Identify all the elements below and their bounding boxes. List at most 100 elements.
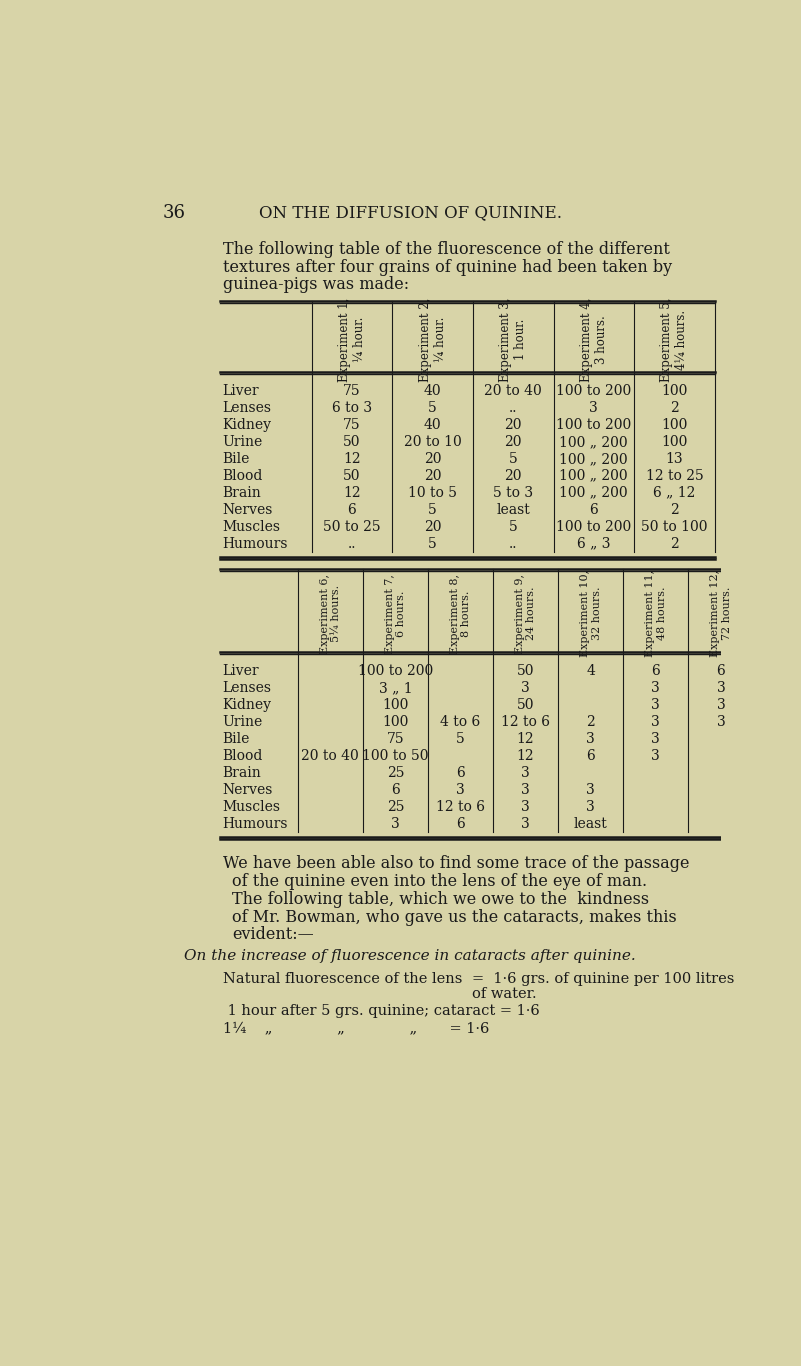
Text: ..: .. bbox=[348, 537, 356, 550]
Text: 100: 100 bbox=[661, 384, 687, 398]
Text: textures after four grains of quinine had been taken by: textures after four grains of quinine ha… bbox=[223, 258, 672, 276]
Text: 12: 12 bbox=[517, 749, 534, 764]
Text: 50: 50 bbox=[517, 698, 534, 712]
Text: Brain: Brain bbox=[223, 766, 261, 780]
Text: 6 „ 12: 6 „ 12 bbox=[653, 486, 695, 500]
Text: 6: 6 bbox=[586, 749, 595, 764]
Text: Nerves: Nerves bbox=[223, 503, 273, 516]
Text: =  1·6 grs. of quinine per 100 litres: = 1·6 grs. of quinine per 100 litres bbox=[472, 971, 735, 986]
Text: 3 „ 1: 3 „ 1 bbox=[379, 682, 413, 695]
Text: Humours: Humours bbox=[223, 817, 288, 831]
Text: 100 „ 200: 100 „ 200 bbox=[559, 434, 628, 449]
Text: 3: 3 bbox=[586, 732, 595, 746]
Text: of Mr. Bowman, who gave us the cataracts, makes this: of Mr. Bowman, who gave us the cataracts… bbox=[231, 908, 677, 926]
Text: 5: 5 bbox=[429, 503, 437, 516]
Text: 25: 25 bbox=[387, 766, 405, 780]
Text: Experiment 6,
5¼ hours.: Experiment 6, 5¼ hours. bbox=[320, 574, 341, 653]
Text: 100 „ 200: 100 „ 200 bbox=[559, 469, 628, 482]
Text: Experiment 4,
3 hours.: Experiment 4, 3 hours. bbox=[580, 298, 608, 381]
Text: 50: 50 bbox=[517, 664, 534, 679]
Text: Kidney: Kidney bbox=[223, 698, 272, 712]
Text: 1¼    „              „              „       = 1·6: 1¼ „ „ „ = 1·6 bbox=[223, 1020, 489, 1035]
Text: 2: 2 bbox=[586, 716, 595, 729]
Text: 5: 5 bbox=[429, 537, 437, 550]
Text: 50 to 100: 50 to 100 bbox=[641, 519, 707, 534]
Text: 100: 100 bbox=[382, 698, 409, 712]
Text: Humours: Humours bbox=[223, 537, 288, 550]
Text: Experiment 10,
32 hours.: Experiment 10, 32 hours. bbox=[580, 570, 602, 657]
Text: 36: 36 bbox=[162, 204, 185, 221]
Text: 3: 3 bbox=[521, 783, 530, 796]
Text: ..: .. bbox=[509, 537, 517, 550]
Text: Experiment 11,
48 hours.: Experiment 11, 48 hours. bbox=[645, 570, 666, 657]
Text: 4: 4 bbox=[586, 664, 595, 679]
Text: 40: 40 bbox=[424, 418, 441, 432]
Text: least: least bbox=[497, 503, 530, 516]
Text: 100: 100 bbox=[661, 418, 687, 432]
Text: guinea-pigs was made:: guinea-pigs was made: bbox=[223, 276, 409, 294]
Text: 100 „ 200: 100 „ 200 bbox=[559, 452, 628, 466]
Text: 3: 3 bbox=[651, 749, 660, 764]
Text: 6: 6 bbox=[590, 503, 598, 516]
Text: of the quinine even into the lens of the eye of man.: of the quinine even into the lens of the… bbox=[231, 873, 647, 891]
Text: 6: 6 bbox=[651, 664, 660, 679]
Text: 3: 3 bbox=[456, 783, 465, 796]
Text: Blood: Blood bbox=[223, 749, 263, 764]
Text: Kidney: Kidney bbox=[223, 418, 272, 432]
Text: 20 to 10: 20 to 10 bbox=[404, 434, 461, 449]
Text: 5: 5 bbox=[509, 519, 517, 534]
Text: 3: 3 bbox=[391, 817, 400, 831]
Text: 3: 3 bbox=[521, 682, 530, 695]
Text: Experiment 3,
1 hour.: Experiment 3, 1 hour. bbox=[499, 298, 527, 381]
Text: Brain: Brain bbox=[223, 486, 261, 500]
Text: 3: 3 bbox=[586, 800, 595, 814]
Text: 100: 100 bbox=[661, 434, 687, 449]
Text: Experiment 9,
24 hours.: Experiment 9, 24 hours. bbox=[515, 574, 537, 653]
Text: 100 to 200: 100 to 200 bbox=[556, 418, 631, 432]
Text: Urine: Urine bbox=[223, 434, 263, 449]
Text: 3: 3 bbox=[651, 682, 660, 695]
Text: 3: 3 bbox=[521, 800, 530, 814]
Text: 12: 12 bbox=[343, 452, 360, 466]
Text: Experiment 5,
4¼ hours.: Experiment 5, 4¼ hours. bbox=[660, 298, 688, 381]
Text: 2: 2 bbox=[670, 402, 678, 415]
Text: 6: 6 bbox=[348, 503, 356, 516]
Text: 2: 2 bbox=[670, 503, 678, 516]
Text: On the increase of fluorescence in cataracts after quinine.: On the increase of fluorescence in catar… bbox=[184, 948, 636, 963]
Text: 100 to 50: 100 to 50 bbox=[362, 749, 429, 764]
Text: Bile: Bile bbox=[223, 732, 250, 746]
Text: Muscles: Muscles bbox=[223, 519, 280, 534]
Text: 5: 5 bbox=[429, 402, 437, 415]
Text: Lenses: Lenses bbox=[223, 682, 272, 695]
Text: The following table, which we owe to the  kindness: The following table, which we owe to the… bbox=[231, 891, 649, 908]
Text: 6: 6 bbox=[456, 817, 465, 831]
Text: 10 to 5: 10 to 5 bbox=[408, 486, 457, 500]
Text: evident:—: evident:— bbox=[231, 926, 314, 943]
Text: Urine: Urine bbox=[223, 716, 263, 729]
Text: 100: 100 bbox=[382, 716, 409, 729]
Text: Experiment 7,
6 hours.: Experiment 7, 6 hours. bbox=[384, 574, 406, 653]
Text: 25: 25 bbox=[387, 800, 405, 814]
Text: least: least bbox=[574, 817, 608, 831]
Text: 3: 3 bbox=[651, 698, 660, 712]
Text: 12: 12 bbox=[343, 486, 360, 500]
Text: 75: 75 bbox=[343, 384, 360, 398]
Text: Natural fluorescence of the lens: Natural fluorescence of the lens bbox=[223, 971, 462, 986]
Text: Lenses: Lenses bbox=[223, 402, 272, 415]
Text: 2: 2 bbox=[670, 537, 678, 550]
Text: Liver: Liver bbox=[223, 384, 260, 398]
Text: ..: .. bbox=[509, 402, 517, 415]
Text: Liver: Liver bbox=[223, 664, 260, 679]
Text: 5: 5 bbox=[456, 732, 465, 746]
Text: 20: 20 bbox=[505, 418, 522, 432]
Text: 12: 12 bbox=[517, 732, 534, 746]
Text: 6 „ 3: 6 „ 3 bbox=[577, 537, 610, 550]
Text: 20 to 40: 20 to 40 bbox=[485, 384, 542, 398]
Text: 3: 3 bbox=[651, 732, 660, 746]
Text: 100 to 200: 100 to 200 bbox=[556, 384, 631, 398]
Text: 20: 20 bbox=[424, 519, 441, 534]
Text: 100 to 200: 100 to 200 bbox=[358, 664, 433, 679]
Text: 6: 6 bbox=[717, 664, 725, 679]
Text: We have been able also to find some trace of the passage: We have been able also to find some trac… bbox=[223, 855, 689, 873]
Text: Bile: Bile bbox=[223, 452, 250, 466]
